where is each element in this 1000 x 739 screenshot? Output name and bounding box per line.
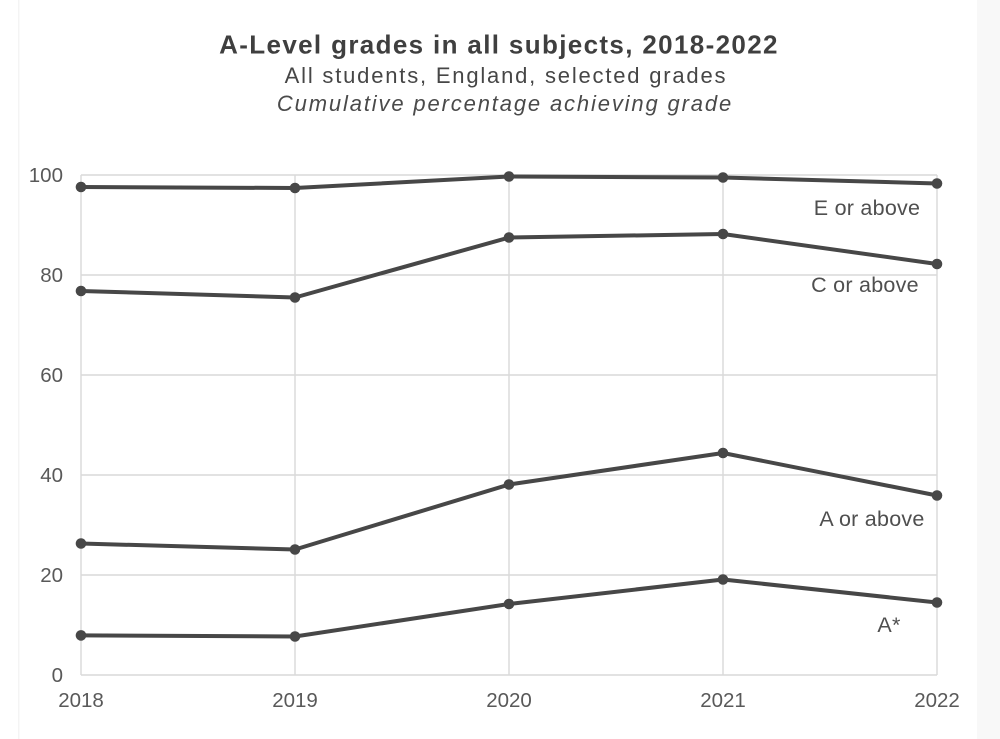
svg-text:2019: 2019 xyxy=(272,689,318,712)
svg-text:20: 20 xyxy=(40,564,63,587)
svg-text:C or above: C or above xyxy=(811,273,919,297)
svg-text:60: 60 xyxy=(40,364,63,387)
svg-text:A-Level grades in all subjects: A-Level grades in all subjects, 2018-202… xyxy=(219,30,779,60)
svg-text:A or above: A or above xyxy=(819,507,924,531)
svg-text:E or above: E or above xyxy=(814,196,920,220)
svg-text:All students, England, selecte: All students, England, selected grades xyxy=(285,63,728,88)
svg-text:A*: A* xyxy=(877,613,901,637)
svg-text:2022: 2022 xyxy=(914,689,960,712)
svg-text:40: 40 xyxy=(40,464,63,487)
svg-text:0: 0 xyxy=(52,664,63,687)
svg-text:2018: 2018 xyxy=(58,689,104,712)
svg-text:2020: 2020 xyxy=(486,689,532,712)
svg-text:2021: 2021 xyxy=(700,689,746,712)
svg-text:80: 80 xyxy=(40,264,63,287)
svg-text:Cumulative percentage achievin: Cumulative percentage achieving grade xyxy=(277,91,733,116)
svg-text:100: 100 xyxy=(29,164,63,187)
